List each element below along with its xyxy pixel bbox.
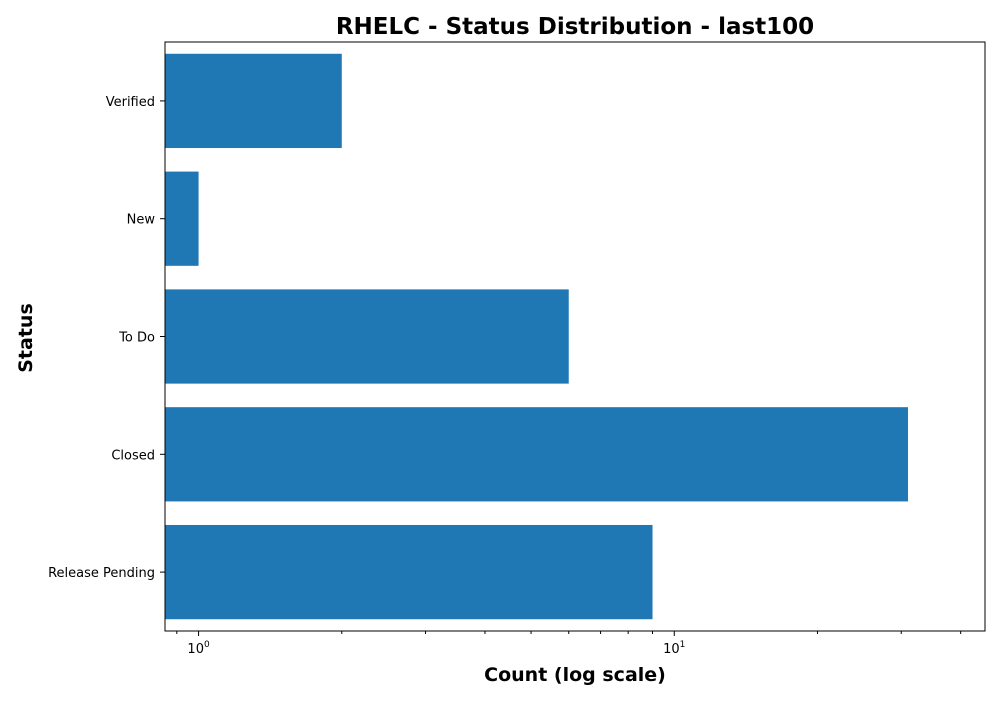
y-tick-label-new: New (127, 213, 156, 228)
bar-verified (165, 53, 342, 149)
y-tick-label-release-pending: Release Pending (48, 566, 155, 581)
plot-frame (164, 41, 986, 632)
y-tick-label-to-do: To Do (118, 331, 155, 346)
y-tick-label-closed: Closed (111, 448, 155, 463)
chart-title: RHELC - Status Distribution - last100 (336, 14, 814, 40)
x-tick-label: 100 (187, 640, 210, 657)
bar-new (165, 171, 199, 266)
bar-to-do (165, 289, 569, 384)
x-tick-label: 101 (663, 640, 685, 657)
bars-layer (165, 53, 909, 620)
x-axis-ticks: 100 101 (176, 631, 962, 657)
x-axis-label: Count (log scale) (484, 664, 666, 686)
bar-closed (165, 407, 909, 502)
y-axis-label: Status (15, 303, 37, 373)
y-axis-ticks: Release Pending Closed To Do New Verified (48, 95, 165, 581)
bar-release-pending (165, 524, 653, 620)
y-tick-label-verified: Verified (106, 95, 155, 110)
